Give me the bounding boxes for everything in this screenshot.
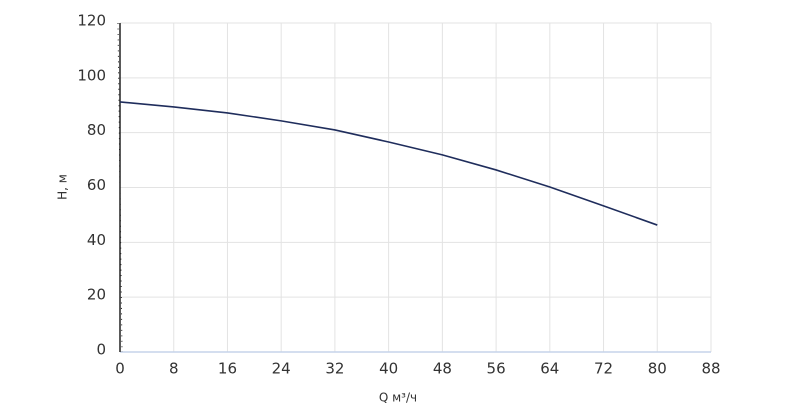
data-line <box>119 101 658 226</box>
x-tick-label: 24 <box>272 360 291 378</box>
y-tick-label: 80 <box>87 121 106 139</box>
x-tick-label: 48 <box>433 360 452 378</box>
y-axis-minor <box>117 22 123 353</box>
x-tick-label: 64 <box>540 360 559 378</box>
x-tick-label: 0 <box>115 360 125 378</box>
y-tick-label: 100 <box>77 66 106 84</box>
x-tick-label: 72 <box>594 360 613 378</box>
y-tick-label: 20 <box>87 286 106 304</box>
y-axis-label: H, м <box>56 174 70 200</box>
y-tick-label: 0 <box>96 341 106 359</box>
x-tick-label: 40 <box>379 360 398 378</box>
y-tick-label: 60 <box>87 176 106 194</box>
y-tick-label: 40 <box>87 231 106 249</box>
x-tick-label: 32 <box>325 360 344 378</box>
x-tick-label: 88 <box>701 360 720 378</box>
x-tick-label: 56 <box>487 360 506 378</box>
x-tick-label: 80 <box>648 360 667 378</box>
x-axis-label: Q м³/ч <box>379 391 417 405</box>
y-tick-label: 120 <box>77 12 106 30</box>
x-tick-label: 8 <box>169 360 179 378</box>
x-tick-label: 16 <box>218 360 237 378</box>
